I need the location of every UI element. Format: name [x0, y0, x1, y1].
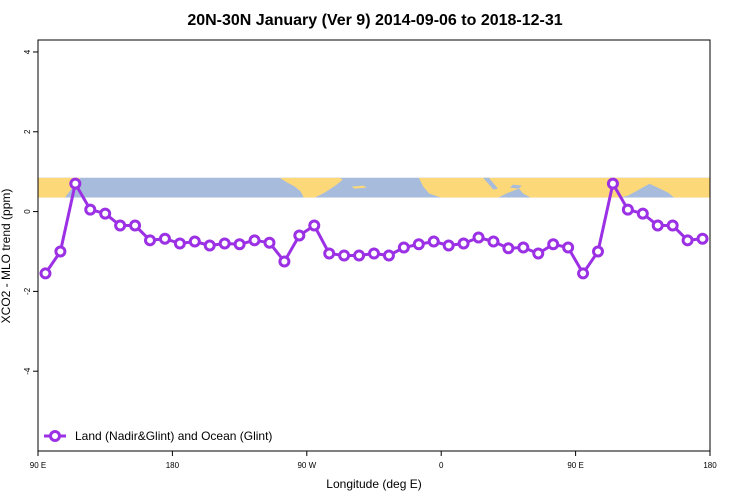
data-point	[621, 203, 634, 216]
x-tick-label: 90 W	[297, 461, 316, 470]
data-point	[173, 237, 186, 250]
data-point	[188, 235, 201, 248]
data-point	[382, 249, 395, 262]
data-point	[651, 219, 664, 232]
data-point	[308, 219, 321, 232]
inlet-red-sea	[483, 177, 498, 190]
x-axis: 90 E 180 90 W 0 90 E 180	[30, 451, 717, 470]
chart-title: 20N-30N January (Ver 9) 2014-09-06 to 20…	[187, 12, 562, 29]
x-tick-label: 180	[703, 461, 717, 470]
data-point	[412, 238, 425, 251]
data-point	[293, 229, 306, 242]
data-point	[472, 231, 485, 244]
data-point	[502, 242, 515, 255]
data-point	[606, 177, 619, 190]
data-point	[158, 232, 171, 245]
data-point	[129, 219, 142, 232]
land-asia-left	[38, 177, 80, 198]
legend: Land (Nadir&Glint) and Ocean (Glint)	[44, 429, 272, 443]
data-point	[353, 249, 366, 262]
land-cuba-islands	[351, 185, 367, 189]
data-point	[547, 238, 560, 251]
data-point	[278, 255, 291, 268]
data-point	[397, 241, 410, 254]
data-point	[218, 237, 231, 250]
x-axis-label: Longitude (deg E)	[326, 477, 421, 491]
y-axis: -4 -2 0 2 4	[23, 49, 38, 375]
x-tick-label: 180	[166, 461, 180, 470]
data-point	[114, 219, 127, 232]
data-point	[577, 267, 590, 280]
data-point	[368, 247, 380, 260]
x-tick-label: 0	[439, 461, 444, 470]
land-africa-asia	[418, 177, 654, 198]
data-point	[248, 234, 261, 247]
y-tick-label: 2	[23, 129, 32, 134]
data-point	[263, 236, 276, 249]
data-point	[636, 207, 649, 220]
legend-marker-swatch	[49, 430, 61, 442]
legend-label: Land (Nadir&Glint) and Ocean (Glint)	[75, 429, 272, 443]
y-tick-label: 0	[23, 209, 32, 214]
land-asia-right	[642, 177, 710, 198]
data-point	[517, 241, 530, 254]
data-point	[532, 247, 545, 260]
data-point	[427, 235, 440, 248]
data-point	[69, 177, 82, 190]
land-north-america	[279, 177, 343, 198]
data-point	[323, 247, 336, 260]
y-tick-label: 4	[23, 49, 32, 54]
data-point	[666, 219, 679, 232]
data-point	[99, 207, 112, 220]
data-point	[203, 239, 216, 252]
data-point	[39, 267, 52, 280]
data-point	[487, 235, 500, 248]
data-point	[84, 203, 97, 216]
series-layer	[39, 177, 709, 280]
x-tick-label: 90 E	[30, 461, 46, 470]
data-point	[681, 234, 694, 247]
data-point	[592, 245, 604, 258]
plot-frame	[37, 39, 711, 452]
data-point	[696, 232, 709, 245]
y-tick-label: -2	[23, 287, 32, 295]
inlet-gulf	[509, 184, 522, 189]
y-axis-label: XCO2 - MLO trend (ppm)	[0, 189, 13, 324]
data-point	[562, 241, 575, 254]
data-point	[457, 237, 470, 250]
data-point	[144, 234, 156, 247]
x-tick-label: 90 E	[567, 461, 583, 470]
data-point	[442, 239, 455, 252]
data-point	[338, 249, 351, 262]
data-point	[233, 238, 246, 251]
data-point	[54, 245, 67, 258]
y-tick-label: -4	[23, 367, 32, 375]
world-map-band	[38, 177, 710, 198]
